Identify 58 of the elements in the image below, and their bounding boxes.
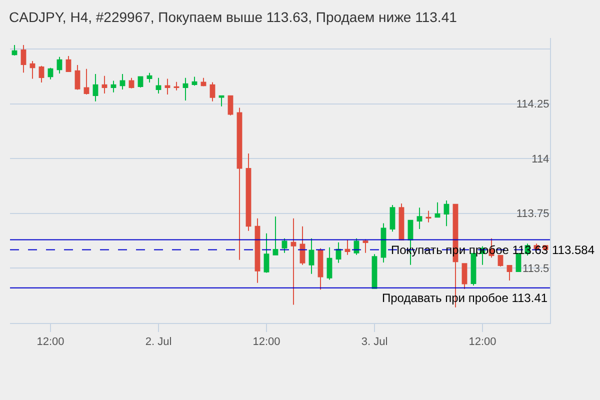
candlestick: [282, 238, 288, 254]
candlestick: [398, 203, 404, 240]
candlestick: [56, 56, 62, 74]
candlestick: [416, 207, 422, 230]
candlestick: [20, 44, 26, 74]
candlestick: [390, 204, 396, 232]
candlestick: [192, 76, 198, 86]
candlestick: [462, 263, 468, 290]
x-tick-label: 12:00: [252, 336, 280, 348]
candlestick: [264, 232, 270, 274]
candlestick: [380, 222, 386, 263]
candlestick: [506, 265, 512, 281]
candlestick: [74, 64, 80, 90]
ref-line-label: 113.584: [552, 243, 595, 257]
candlestick: [48, 67, 54, 80]
candlestick: [164, 78, 170, 96]
candlestick: [182, 77, 188, 101]
candlestick: [362, 238, 368, 254]
candlestick: [12, 44, 18, 56]
candlestick: [228, 95, 234, 116]
candlestick: [308, 238, 314, 274]
candlestick: [272, 216, 278, 256]
x-tick-label: 12:00: [36, 336, 64, 348]
candlestick: [254, 218, 260, 284]
candlestick: [326, 246, 332, 280]
candlestick: [174, 81, 180, 91]
candlestick: [38, 65, 44, 83]
candlestick: [434, 202, 440, 218]
candlestick: [66, 55, 72, 72]
candlestick: [318, 248, 324, 290]
candlestick: [344, 239, 350, 256]
x-tick-label: 12:00: [468, 336, 496, 348]
y-tick-label: 113.75: [516, 208, 550, 220]
candlestick: [290, 218, 296, 306]
y-tick-label: 114: [532, 153, 550, 166]
candlestick: [156, 77, 162, 94]
x-tick-label: 2. Jul: [145, 336, 172, 348]
candlestick: [146, 72, 152, 83]
candlestick: [110, 80, 116, 93]
candlestick: [92, 73, 98, 102]
candlestick: [30, 60, 36, 80]
candlestick: [120, 73, 126, 90]
candlestick: [372, 254, 378, 289]
x-tick-label: 3. Jul: [361, 336, 388, 348]
candlestick: [236, 107, 242, 260]
candlestick: [498, 254, 504, 267]
y-tick-label: 113.5: [522, 263, 550, 276]
candlestick: [210, 82, 216, 102]
candlestick: [128, 77, 134, 89]
y-tick-label: 114.25: [516, 98, 550, 111]
candlestick: [300, 226, 306, 266]
candlestick: [102, 75, 108, 94]
candlestick: [84, 68, 90, 96]
candlestick: [444, 200, 450, 227]
candlestick: [246, 153, 252, 232]
candlestick: [426, 210, 432, 223]
candlestick: [218, 95, 224, 107]
chart-title: CADJPY, H4, #229967, Покупаем выше 113.63, Продаем ниже 113.41: [9, 8, 458, 25]
